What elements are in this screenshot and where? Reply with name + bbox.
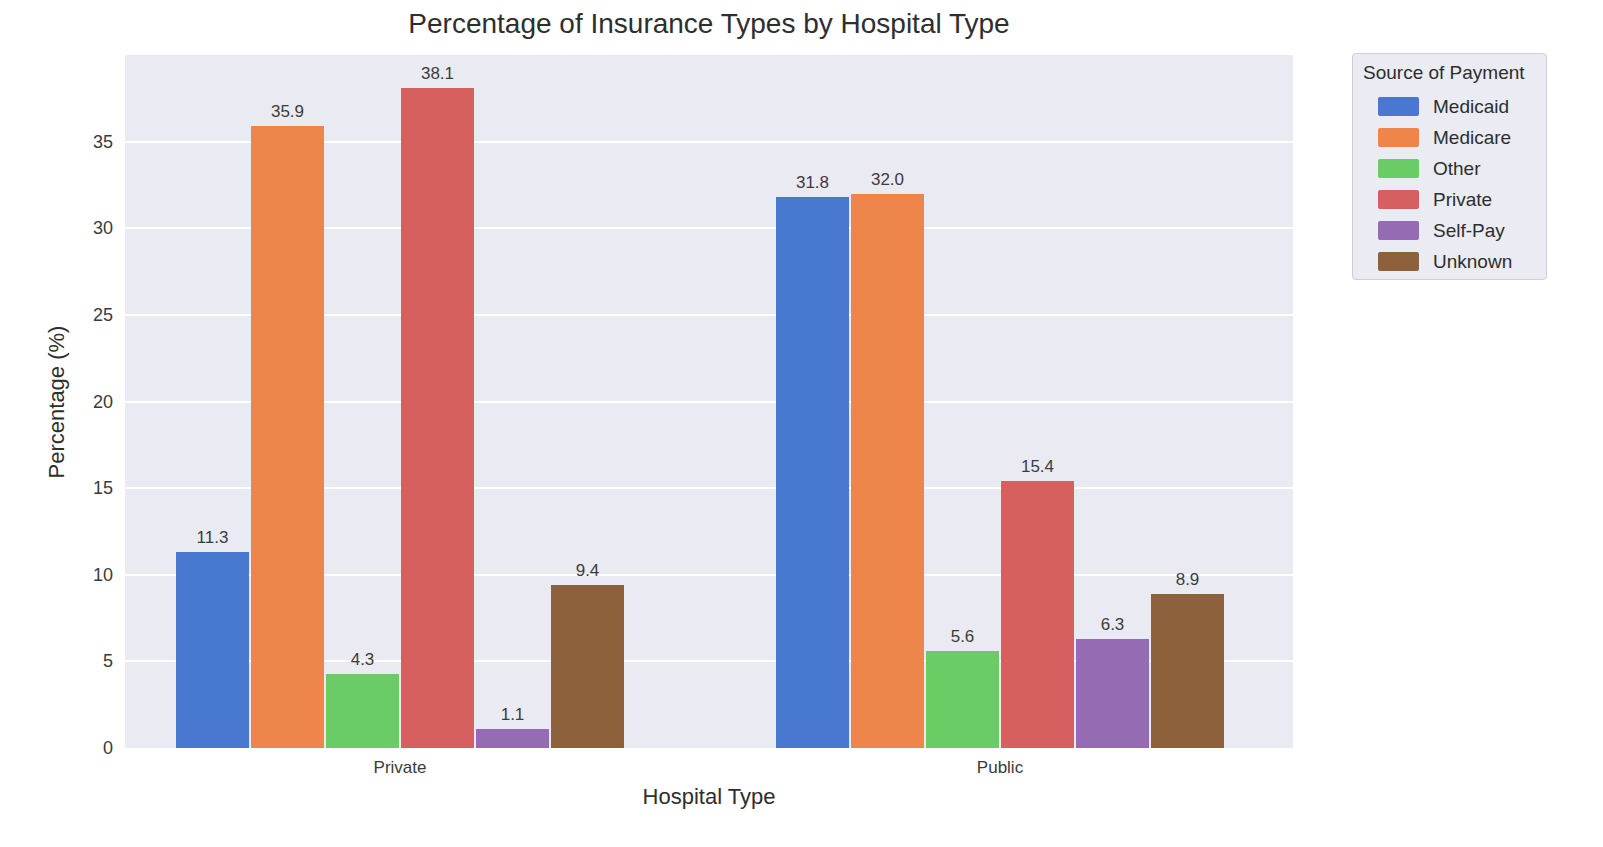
legend-item-label: Private [1433, 189, 1492, 211]
bar [851, 194, 924, 748]
bar [476, 729, 549, 748]
bar-value-label: 5.6 [951, 627, 975, 647]
legend-items: Medicaid Medicare Other Private Self-Pay Unkn… [1361, 91, 1538, 277]
y-axis-label: Percentage (%) [44, 326, 70, 479]
legend-item: Other [1361, 153, 1538, 184]
bar [776, 197, 849, 748]
bar-value-label: 38.1 [421, 64, 454, 84]
legend-item-label: Self-Pay [1433, 220, 1505, 242]
bar [551, 585, 624, 748]
y-tick-label: 15 [53, 478, 113, 499]
bar [251, 126, 324, 748]
legend-item: Self-Pay [1361, 215, 1538, 246]
x-tick-label: Private [374, 758, 427, 778]
bar-value-label: 4.3 [351, 650, 375, 670]
legend-swatch [1378, 97, 1419, 116]
bar [1151, 594, 1224, 748]
legend-item: Medicare [1361, 122, 1538, 153]
legend-title: Source of Payment [1363, 62, 1538, 84]
x-axis-label: Hospital Type [125, 784, 1293, 810]
legend-swatch [1378, 252, 1419, 271]
x-tick-label: Public [977, 758, 1023, 778]
legend-swatch [1378, 221, 1419, 240]
bar [326, 674, 399, 748]
legend-item: Unknown [1361, 246, 1538, 277]
legend-item-label: Medicare [1433, 127, 1511, 149]
bar [176, 552, 249, 748]
bar [401, 88, 474, 748]
legend-item-label: Other [1433, 158, 1481, 180]
y-tick-label: 35 [53, 131, 113, 152]
bar-value-label: 31.8 [796, 173, 829, 193]
y-tick-label: 30 [53, 218, 113, 239]
legend-item-label: Medicaid [1433, 96, 1509, 118]
bar [1001, 481, 1074, 748]
legend-swatch [1378, 190, 1419, 209]
bar-chart-figure: Percentage of Insurance Types by Hospita… [0, 0, 1603, 847]
bar [926, 651, 999, 748]
bar-value-label: 35.9 [271, 102, 304, 122]
y-tick-label: 5 [53, 651, 113, 672]
y-tick-label: 10 [53, 564, 113, 585]
legend-swatch [1378, 128, 1419, 147]
bar-value-label: 8.9 [1176, 570, 1200, 590]
y-tick-label: 25 [53, 304, 113, 325]
legend-item: Private [1361, 184, 1538, 215]
legend: Source of Payment Medicaid Medicare Other P… [1352, 53, 1547, 280]
bar-value-label: 15.4 [1021, 457, 1054, 477]
bar-value-label: 11.3 [197, 528, 229, 548]
y-tick-label: 0 [53, 738, 113, 759]
bar-value-label: 6.3 [1101, 615, 1125, 635]
bar-value-label: 1.1 [501, 705, 525, 725]
legend-item: Medicaid [1361, 91, 1538, 122]
bar [1076, 639, 1149, 748]
bar-value-label: 32.0 [871, 170, 904, 190]
plot-area: 11.3 31.8 35.9 32.0 4.3 5.6 38.1 15.4 1.1 6.3 9.4 8… [125, 55, 1293, 748]
legend-swatch [1378, 159, 1419, 178]
chart-title: Percentage of Insurance Types by Hospita… [125, 8, 1293, 40]
legend-item-label: Unknown [1433, 251, 1512, 273]
bar-value-label: 9.4 [576, 561, 600, 581]
